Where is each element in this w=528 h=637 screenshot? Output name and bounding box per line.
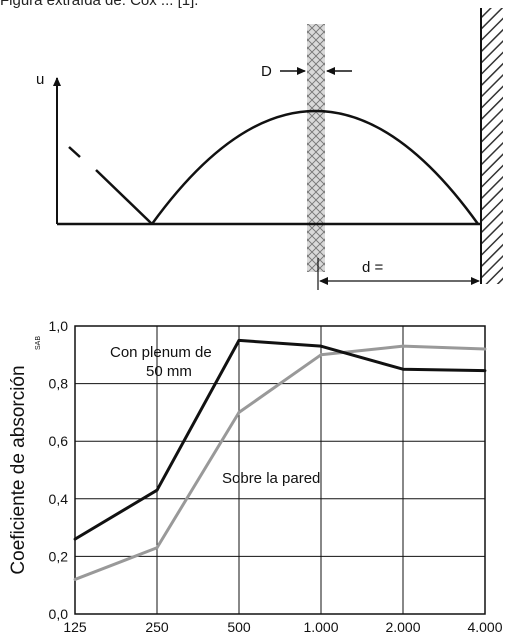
chart-grid (75, 326, 485, 614)
series-point (155, 488, 159, 492)
y-axis-label: Coeficiente de absorción (8, 365, 29, 574)
plot-frame (74, 325, 486, 615)
x-tick-label: 250 (145, 619, 169, 635)
x-tick-label: 2.000 (385, 619, 420, 635)
series-point (319, 353, 323, 357)
x-tick-label: 4.000 (467, 619, 502, 635)
series-point (73, 537, 77, 541)
absorber-layer (307, 24, 325, 272)
y-tick-labels: 0,0 0,2 0,4 0,6 0,8 1,0 (49, 318, 69, 622)
series-label-plenum-line-1: Con plenum de (110, 344, 212, 361)
standing-wave-diagram: u D d = (36, 8, 503, 290)
series-point (73, 578, 77, 581)
y-tick-label: 0,2 (49, 548, 69, 564)
velocity-curve-dashed (68, 146, 81, 158)
absorption-chart: 0,0 0,2 0,4 0,6 0,8 1,0 125 250 500 1.000 2.000 4.… (8, 318, 503, 635)
x-tick-labels: 125 250 500 1.000 2.000 4.000 (63, 619, 502, 635)
rigid-wall (481, 8, 503, 284)
y-tick-label: 0,6 (49, 433, 69, 449)
series-point (401, 344, 405, 348)
x-tick-label: 125 (63, 619, 87, 635)
series-label-plenum-line-2: 50 mm (146, 363, 192, 380)
series-point (401, 367, 405, 371)
velocity-curve-arch (150, 109, 480, 225)
caption-fragment: Figura extraída de: Cox ... [1]. (0, 0, 198, 9)
series-label-wall: Sobre la pared (222, 470, 320, 487)
u-axis-label: u (36, 71, 44, 88)
series-line (74, 344, 486, 581)
x-tick-label: 500 (227, 619, 251, 635)
chart-series (73, 338, 487, 581)
series-point (483, 347, 487, 351)
series-point (237, 411, 241, 414)
series-point (155, 546, 159, 550)
y-tick-label: 0,0 (49, 606, 69, 622)
y-tick-label: 1,0 (49, 318, 69, 334)
x-tick-label: 1.000 (303, 619, 338, 635)
series-point (319, 344, 323, 348)
thickness-label-D: D (261, 63, 272, 80)
y-axis-subscript: SAB (35, 336, 42, 350)
velocity-curve-left-branch (95, 169, 153, 225)
y-tick-label: 0,8 (49, 376, 69, 392)
y-tick-label: 0,4 (49, 491, 69, 507)
series-line (74, 338, 486, 541)
distance-label-d: d = (362, 259, 384, 276)
series-point (483, 369, 487, 373)
series-point (237, 339, 241, 342)
